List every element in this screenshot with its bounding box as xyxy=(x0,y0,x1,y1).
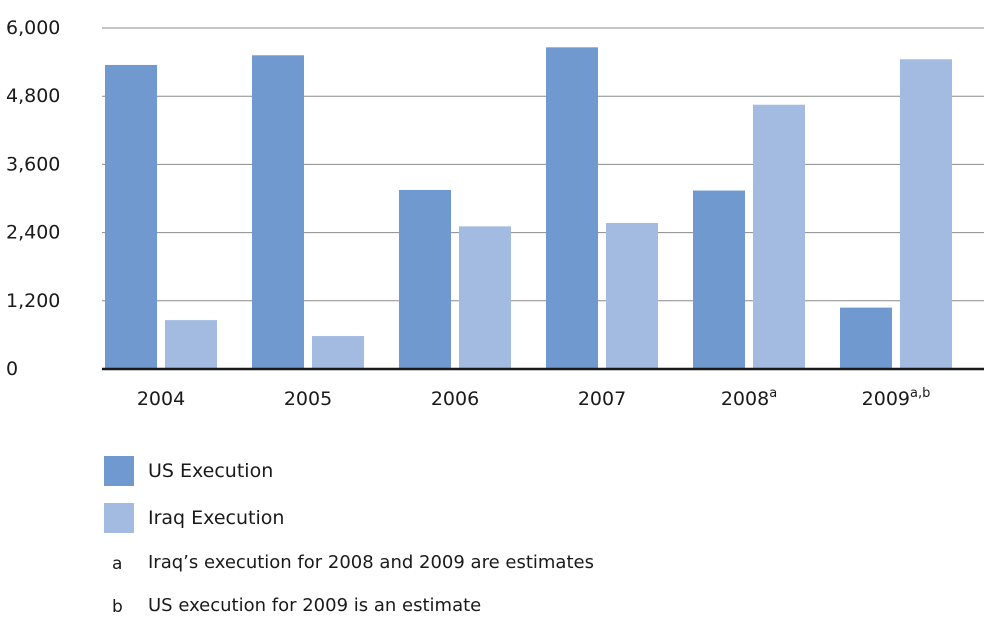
bar-us-execution-2008 xyxy=(693,190,745,369)
bar-iraq-execution-2007 xyxy=(606,222,658,369)
footnote-a-text: Iraq’s execution for 2008 and 2009 are e… xyxy=(148,552,594,573)
y-axis-tick-labels: 6,000 4,800 3,600 2,400 1,200 0 xyxy=(6,17,60,380)
footnote-b-key: b xyxy=(112,597,123,617)
y-tick-label: 1,200 xyxy=(6,290,60,312)
x-tick-label-superscript: a,b xyxy=(910,386,930,401)
x-tick-label-superscript: a xyxy=(769,386,777,401)
bar-iraq-execution-2008 xyxy=(753,104,805,369)
bar-iraq-execution-2006 xyxy=(459,226,511,369)
bar-us-execution-2007 xyxy=(546,47,598,369)
gridlines xyxy=(102,27,984,302)
footnote-b-text: US execution for 2009 is an estimate xyxy=(148,595,482,616)
y-tick-label: 6,000 xyxy=(6,17,60,39)
legend-swatch-iraq-execution xyxy=(104,503,134,533)
x-tick-label: 2007 xyxy=(578,388,626,410)
x-axis-tick-labels: 2004 2005 2006 2007 2008a 2009a,b xyxy=(137,386,931,410)
bar-us-execution-2006 xyxy=(399,189,451,369)
x-tick-label: 2006 xyxy=(431,388,479,410)
bar-iraq-execution-2005 xyxy=(312,336,364,369)
bar-iraq-execution-2009 xyxy=(900,59,952,370)
x-tick-label: 2005 xyxy=(284,388,332,410)
x-tick-label: 2004 xyxy=(137,388,185,410)
y-tick-label: 0 xyxy=(6,358,18,380)
bar-us-execution-2004 xyxy=(105,64,157,370)
y-tick-label: 3,600 xyxy=(6,153,60,175)
legend-label-iraq-execution: Iraq Execution xyxy=(148,507,285,529)
x-tick-label: 2009a,b xyxy=(862,386,931,410)
bar-us-execution-2009 xyxy=(840,307,892,369)
footnote-a-key: a xyxy=(112,554,123,574)
legend-label-us-execution: US Execution xyxy=(148,460,274,482)
legend-swatch-us-execution xyxy=(104,456,134,486)
x-tick-label: 2008a xyxy=(721,386,777,410)
y-tick-label: 2,400 xyxy=(6,222,60,244)
bar-iraq-execution-2004 xyxy=(165,320,217,369)
bar-us-execution-2005 xyxy=(252,55,304,369)
y-tick-label: 4,800 xyxy=(6,85,60,107)
bars xyxy=(105,47,952,370)
